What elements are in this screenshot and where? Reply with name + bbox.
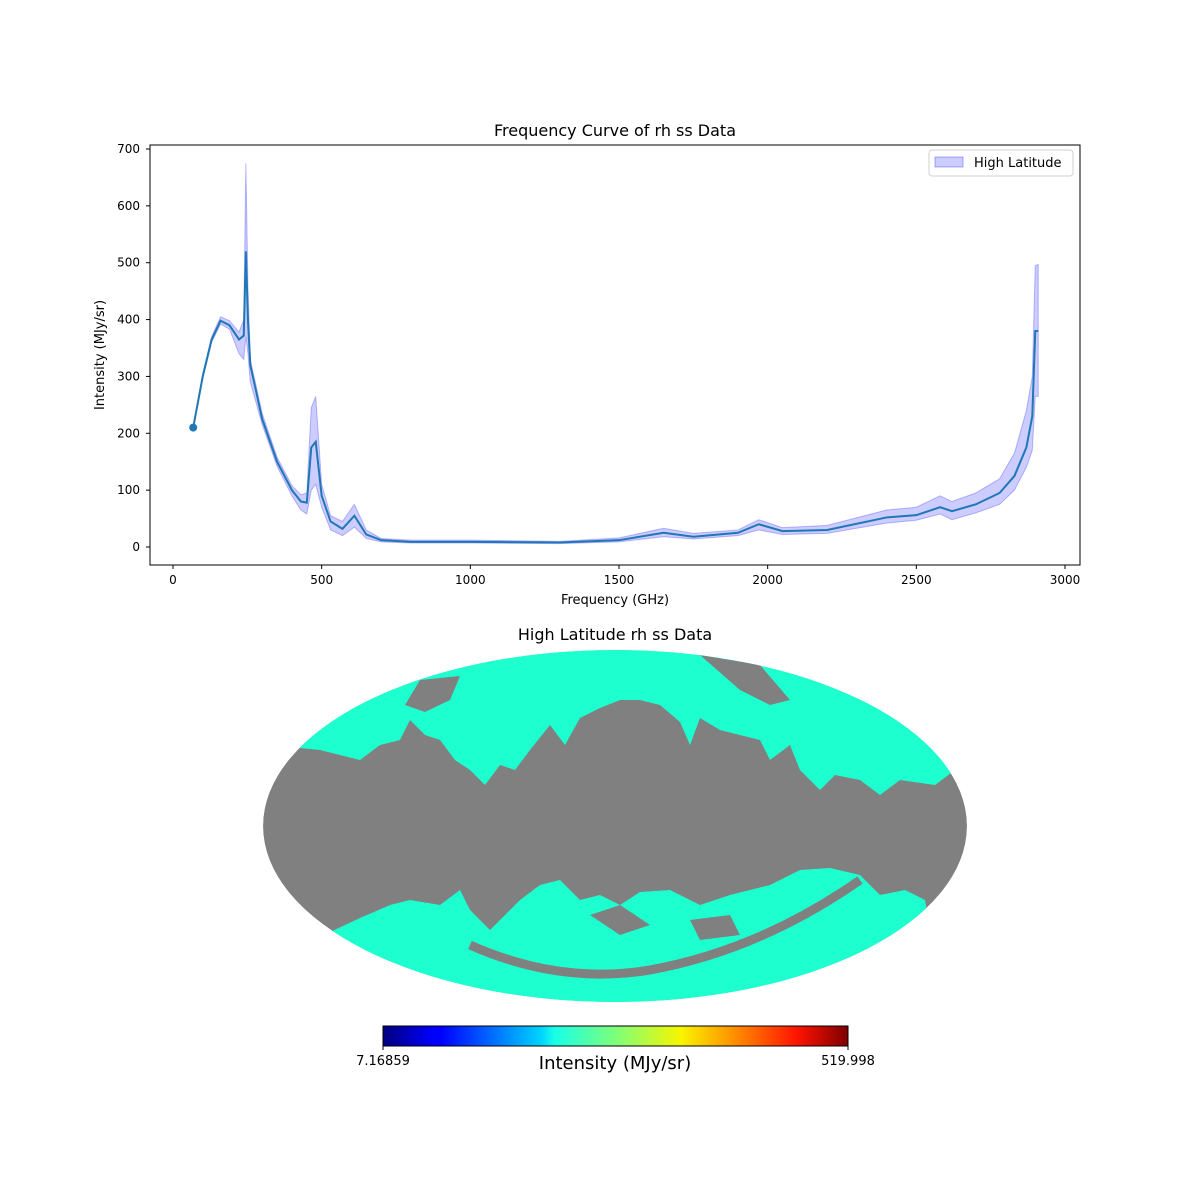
y-tick-label: 300 bbox=[117, 369, 140, 383]
y-tick-label: 500 bbox=[117, 256, 140, 270]
x-tick-label: 3000 bbox=[1050, 573, 1081, 587]
y-tick-label: 100 bbox=[117, 483, 140, 497]
sky-map: High Latitude rh ss Data bbox=[263, 625, 967, 1074]
frequency-curve-plot: Frequency Curve of rh ss Data 0 500 1000 15… bbox=[93, 121, 1081, 608]
x-axis-label: Frequency (GHz) bbox=[561, 593, 669, 608]
x-tick-label: 0 bbox=[169, 573, 177, 587]
x-tick-label: 1500 bbox=[604, 573, 635, 587]
y-tick-label: 200 bbox=[117, 426, 140, 440]
x-tick-label: 2500 bbox=[901, 573, 932, 587]
colorbar-min-label: 7.16859 bbox=[356, 1054, 410, 1069]
legend-swatch bbox=[934, 156, 964, 168]
legend-frame bbox=[928, 149, 1074, 177]
x-tick-label: 2000 bbox=[752, 573, 783, 587]
legend-label: High Latitude bbox=[974, 156, 1062, 171]
x-tick-label: 1000 bbox=[455, 573, 486, 587]
plot-title: Frequency Curve of rh ss Data bbox=[494, 121, 736, 140]
y-tick-label: 700 bbox=[117, 142, 140, 156]
legend: High Latitude bbox=[928, 149, 1074, 177]
y-tick-label: 600 bbox=[117, 199, 140, 213]
south-masked-arc bbox=[468, 876, 863, 979]
y-ticks: 0 100 200 300 400 500 600 700 bbox=[117, 142, 150, 554]
y-tick-label: 400 bbox=[117, 313, 140, 327]
line-layer bbox=[189, 251, 1039, 544]
mean-line bbox=[192, 251, 1039, 544]
south-masked-patch bbox=[590, 905, 740, 940]
colorbar-label: Intensity (MJy/sr) bbox=[539, 1053, 691, 1074]
x-ticks: 0 500 1000 1500 2000 2500 3000 bbox=[169, 565, 1080, 587]
axes-frame bbox=[149, 144, 1081, 566]
y-tick-label: 0 bbox=[132, 540, 140, 554]
map-title: High Latitude rh ss Data bbox=[518, 625, 712, 644]
x-tick-label: 500 bbox=[310, 573, 333, 587]
colorbar bbox=[382, 1025, 849, 1047]
y-axis-label: Intensity (MJy/sr) bbox=[93, 300, 108, 410]
start-point-marker bbox=[189, 423, 198, 432]
colorbar-max-label: 519.998 bbox=[821, 1054, 875, 1069]
